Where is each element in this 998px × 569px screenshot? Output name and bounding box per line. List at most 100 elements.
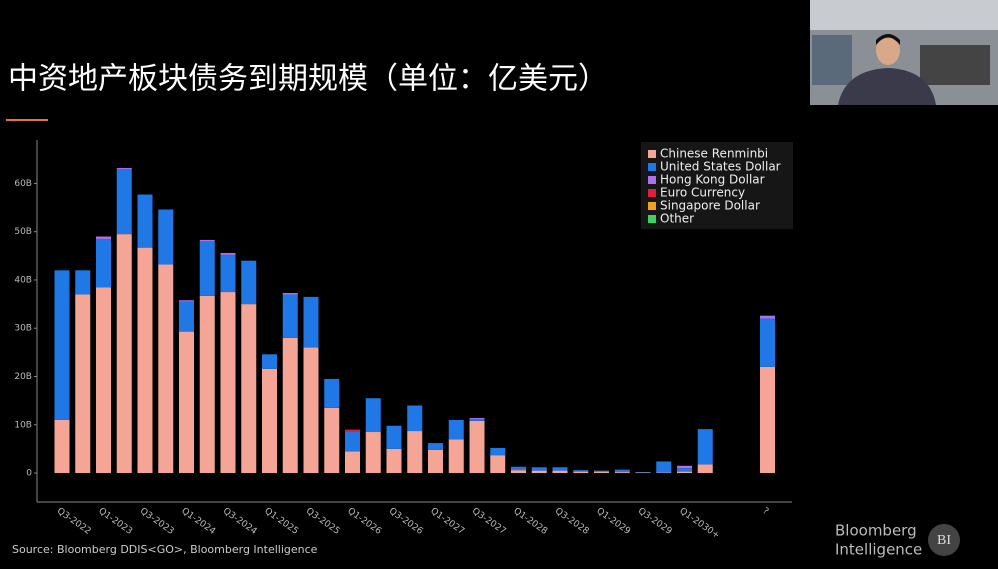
bar-segment bbox=[469, 420, 485, 474]
webcam bbox=[810, 0, 998, 105]
bar-segment bbox=[511, 470, 526, 474]
legend-swatch bbox=[648, 163, 656, 171]
bar-segment bbox=[96, 238, 111, 288]
legend-swatch bbox=[648, 215, 656, 223]
bar-segment bbox=[282, 337, 298, 474]
bar-segment bbox=[220, 292, 236, 474]
bar-segment bbox=[199, 295, 215, 474]
bar-segment bbox=[760, 366, 775, 474]
bar-segment bbox=[220, 254, 236, 293]
y-tick-label: 60B bbox=[14, 179, 32, 189]
bar-segment bbox=[241, 304, 257, 474]
bar-segment bbox=[199, 241, 215, 296]
bar-segment bbox=[697, 429, 713, 465]
legend-label: Chinese Renminbi bbox=[660, 147, 768, 161]
legend-label: Other bbox=[660, 212, 694, 226]
bar-segment bbox=[490, 447, 506, 456]
bar-segment bbox=[179, 331, 194, 474]
legend-label: Singapore Dollar bbox=[660, 199, 760, 213]
legend-label: Hong Kong Dollar bbox=[660, 173, 765, 187]
bar-segment bbox=[386, 425, 402, 449]
bar-segment bbox=[448, 419, 464, 440]
webcam-window bbox=[812, 35, 852, 85]
bar-segment bbox=[490, 455, 506, 474]
legend-label: Euro Currency bbox=[660, 186, 745, 200]
bar-segment bbox=[469, 418, 485, 419]
bar-segment bbox=[262, 368, 277, 474]
bar-segment bbox=[760, 315, 775, 319]
bar-segment bbox=[96, 236, 111, 239]
bar-segment bbox=[75, 294, 91, 474]
bar-segment bbox=[303, 347, 319, 474]
bar-segment bbox=[365, 432, 381, 474]
bar-segment bbox=[324, 407, 340, 474]
y-tick-label: 50B bbox=[14, 227, 32, 237]
bar-segment bbox=[282, 293, 298, 295]
x-tick-label: ? bbox=[760, 506, 770, 517]
legend-swatch bbox=[648, 150, 656, 158]
bar-segment bbox=[158, 264, 174, 474]
legend-box bbox=[641, 142, 793, 229]
bar-segment bbox=[697, 464, 713, 474]
bar-segment bbox=[75, 270, 91, 295]
webcam-person-body bbox=[838, 68, 936, 105]
y-tick-label: 0 bbox=[26, 469, 32, 479]
bar-segment bbox=[677, 471, 692, 474]
bar-segment bbox=[282, 294, 298, 338]
bar-segment bbox=[158, 209, 174, 265]
bar-segment bbox=[594, 471, 609, 474]
bar-segment bbox=[407, 431, 423, 474]
bar-segment bbox=[345, 451, 360, 474]
bar-segment bbox=[677, 468, 692, 472]
bar-segment bbox=[345, 432, 360, 452]
webcam-person-hair bbox=[876, 34, 900, 45]
bar-segment bbox=[407, 405, 423, 432]
webcam-desk bbox=[920, 45, 990, 85]
logo-badge bbox=[928, 524, 960, 556]
legend-label: United States Dollar bbox=[660, 160, 781, 174]
bar-segment bbox=[303, 296, 319, 348]
title-underline bbox=[6, 119, 48, 121]
title: 中资地产板块债务到期规模（单位：亿美元） bbox=[8, 62, 608, 97]
bar-segment bbox=[54, 419, 70, 474]
legend-swatch bbox=[648, 176, 656, 184]
bar-segment bbox=[511, 466, 526, 471]
bar-segment bbox=[614, 472, 630, 474]
y-tick-label: 10B bbox=[14, 420, 32, 430]
bar-segment bbox=[531, 467, 547, 471]
bar-segment bbox=[179, 301, 194, 332]
source: Source: Bloomberg DDIS<GO>, Bloomberg In… bbox=[12, 543, 318, 556]
bar-segment bbox=[220, 252, 236, 255]
y-tick-label: 30B bbox=[14, 324, 32, 334]
bar-segment bbox=[428, 449, 443, 474]
bar-segment bbox=[573, 471, 589, 474]
webcam-person-head bbox=[876, 35, 900, 65]
bar-segment bbox=[137, 194, 153, 248]
bar-segment bbox=[386, 448, 402, 474]
bar-segment bbox=[199, 239, 215, 242]
bar-segment bbox=[137, 247, 153, 474]
webcam-ceiling bbox=[810, 0, 998, 30]
bar-segment bbox=[614, 469, 630, 473]
bar-segment bbox=[531, 470, 547, 474]
bar-segment bbox=[573, 470, 589, 472]
logo-line1: Bloomberg bbox=[835, 522, 917, 540]
bar-segment bbox=[241, 260, 257, 305]
bar-segment bbox=[116, 234, 132, 474]
logo-line2: Intelligence bbox=[835, 541, 922, 559]
bar-segment bbox=[345, 429, 360, 433]
legend-swatch bbox=[648, 202, 656, 210]
bar-segment bbox=[656, 461, 672, 473]
y-tick-label: 20B bbox=[14, 372, 32, 382]
bar-segment bbox=[594, 470, 609, 472]
bar-segment bbox=[179, 300, 194, 302]
bar-segment bbox=[324, 378, 340, 408]
bar-segment bbox=[760, 318, 775, 367]
bar-segment bbox=[116, 167, 132, 169]
bar-segment bbox=[469, 418, 485, 421]
bar-segment bbox=[262, 354, 277, 369]
bar-segment bbox=[552, 470, 568, 474]
bar-segment bbox=[677, 465, 692, 469]
legend-swatch bbox=[648, 189, 656, 197]
